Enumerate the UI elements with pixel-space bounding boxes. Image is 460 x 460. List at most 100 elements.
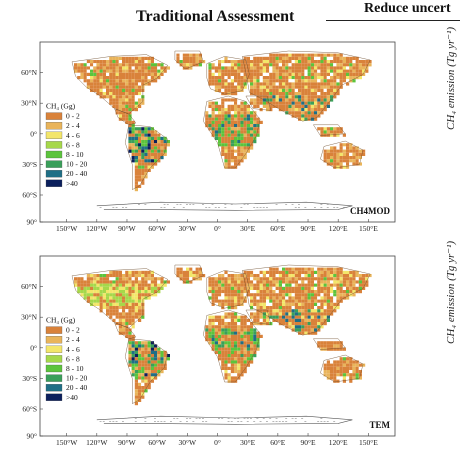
legend-swatch bbox=[45, 160, 63, 168]
coastline-af bbox=[203, 95, 261, 169]
lat-tick-label: 30°N bbox=[21, 99, 37, 108]
panel-title: Traditional Assessment bbox=[136, 8, 295, 25]
coastline-sa bbox=[124, 124, 169, 190]
lon-tick-label: 0° bbox=[214, 438, 221, 447]
lon-tick-label: 90°W bbox=[118, 438, 136, 447]
lon-tick-label: 60°W bbox=[148, 224, 166, 233]
lon-tick-label: 150°W bbox=[56, 438, 78, 447]
lat-tick-label: 60°S bbox=[22, 405, 37, 414]
model-name: CH4MOD bbox=[350, 206, 390, 216]
coastline-ca bbox=[114, 322, 137, 340]
coastline-sa bbox=[124, 338, 169, 404]
legend-label: 20 - 40 bbox=[66, 383, 87, 392]
legend-swatch bbox=[45, 364, 63, 373]
coastline-na bbox=[71, 54, 169, 115]
coastline-gr bbox=[174, 264, 204, 284]
lon-tick-label: 30°E bbox=[240, 224, 255, 233]
coastline-au bbox=[320, 140, 364, 169]
coastline-antarctica bbox=[96, 415, 353, 425]
coastline-af bbox=[203, 309, 261, 383]
coastline-sea bbox=[313, 338, 346, 350]
lat-tick-label: 60°S bbox=[22, 191, 37, 200]
legend-label: >40 bbox=[66, 393, 78, 402]
lat-tick-label: 90° bbox=[27, 432, 38, 441]
lon-tick-label: 120°W bbox=[86, 224, 108, 233]
lon-tick-label: 60°E bbox=[270, 438, 285, 447]
legend-label: 4 - 6 bbox=[66, 131, 80, 140]
lon-tick-label: 120°E bbox=[329, 438, 348, 447]
legend-swatch bbox=[45, 355, 63, 363]
legend-label: 2 - 4 bbox=[66, 121, 80, 130]
legend-label: 6 - 8 bbox=[66, 140, 80, 149]
coastline-au bbox=[320, 354, 364, 383]
coastline-eu bbox=[206, 56, 250, 95]
coastline-as bbox=[242, 50, 371, 122]
legend-title: CH₄ (Gg) bbox=[46, 102, 76, 111]
lon-tick-label: 150°E bbox=[359, 224, 378, 233]
legend-swatch bbox=[45, 122, 63, 130]
lon-tick-label: 150°W bbox=[56, 224, 78, 233]
legend-swatch bbox=[45, 170, 63, 178]
legend-swatch bbox=[45, 141, 63, 149]
lon-tick-label: 30°W bbox=[179, 224, 197, 233]
lon-tick-label: 150°E bbox=[359, 438, 378, 447]
legend-label: 8 - 10 bbox=[66, 150, 84, 159]
lon-tick-label: 30°W bbox=[179, 438, 197, 447]
lon-tick-label: 120°E bbox=[329, 224, 348, 233]
coastline-ar bbox=[245, 95, 272, 111]
coastline-na bbox=[71, 268, 169, 329]
legend-swatch bbox=[45, 393, 63, 401]
lon-tick-label: 90°E bbox=[300, 224, 315, 233]
coastline-ar bbox=[245, 309, 272, 325]
legend-swatch bbox=[45, 345, 63, 353]
land-raster bbox=[74, 267, 372, 422]
coastline-ca bbox=[114, 108, 137, 126]
lon-tick-label: 120°W bbox=[86, 438, 108, 447]
legend-label: 0 - 2 bbox=[66, 112, 80, 121]
coastline-eu bbox=[206, 270, 250, 309]
lon-tick-label: 90°W bbox=[118, 224, 136, 233]
coastline-sea bbox=[313, 124, 346, 136]
lon-tick-label: 60°W bbox=[148, 438, 166, 447]
legend-label: 4 - 6 bbox=[66, 345, 80, 354]
legend-title: CH₄ (Gg) bbox=[46, 316, 76, 325]
coastline-antarctica bbox=[96, 201, 353, 211]
map-panel-2: 60°N 30°N 0° 30°S 60°S 90° 150°W 120°W 90°W 60°W 3… bbox=[21, 255, 396, 447]
legend-label: 0 - 2 bbox=[66, 326, 80, 335]
lat-tick-label: 0° bbox=[30, 129, 37, 138]
legend-label: 10 - 20 bbox=[66, 160, 87, 169]
legend-label: 10 - 20 bbox=[66, 374, 87, 383]
coastline-as bbox=[242, 264, 371, 336]
legend-swatch bbox=[45, 150, 63, 159]
panel-title-right: Reduce uncert bbox=[364, 1, 451, 16]
lat-tick-label: 90° bbox=[27, 218, 38, 227]
lon-tick-label: 90°E bbox=[300, 438, 315, 447]
legend-swatch bbox=[45, 179, 63, 187]
legend-swatch bbox=[45, 131, 63, 139]
lon-tick-label: 60°E bbox=[270, 224, 285, 233]
legend-label: 2 - 4 bbox=[66, 335, 80, 344]
legend-label: 20 - 40 bbox=[66, 169, 87, 178]
legend-swatch bbox=[45, 326, 63, 334]
lat-tick-label: 30°S bbox=[22, 374, 37, 383]
model-name: TEM bbox=[369, 420, 390, 430]
lat-tick-label: 30°S bbox=[22, 160, 37, 169]
lat-tick-label: 60°N bbox=[21, 68, 37, 77]
legend-label: 6 - 8 bbox=[66, 354, 80, 363]
lat-tick-label: 60°N bbox=[21, 282, 37, 291]
legend-swatch bbox=[45, 384, 63, 392]
lon-tick-label: 30°E bbox=[240, 438, 255, 447]
map-panel-1: 60°N 30°N 0° 30°S 60°S 90° 150°W 120°W 90°W 60°W 3… bbox=[21, 41, 396, 233]
legend-swatch bbox=[45, 374, 63, 382]
legend-swatch bbox=[45, 336, 63, 344]
land-raster bbox=[74, 53, 372, 208]
title-underline bbox=[326, 20, 460, 21]
lat-tick-label: 30°N bbox=[21, 313, 37, 322]
lat-tick-label: 0° bbox=[30, 343, 37, 352]
coastline-gr bbox=[174, 50, 204, 70]
lon-tick-label: 0° bbox=[214, 224, 221, 233]
legend-label: 8 - 10 bbox=[66, 364, 84, 373]
legend-swatch bbox=[45, 112, 63, 120]
legend-label: >40 bbox=[66, 179, 78, 188]
